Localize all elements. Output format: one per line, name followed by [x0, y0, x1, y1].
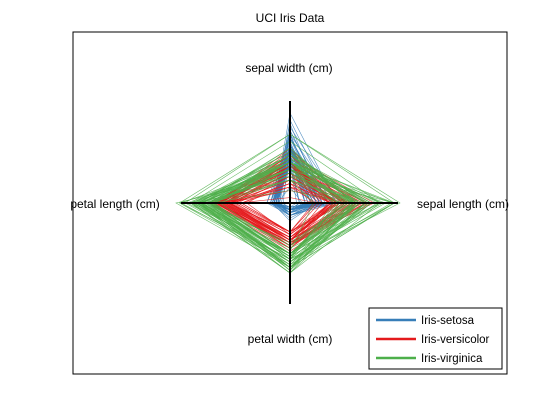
legend: Iris-setosa Iris-versicolor Iris-virgini… [368, 307, 503, 370]
axes-cross [181, 101, 398, 304]
legend-label-versicolor: Iris-versicolor [421, 334, 490, 346]
axis-label-petal-width: petal width (cm) [248, 332, 333, 346]
axis-label-sepal-length: sepal length (cm) [417, 197, 509, 211]
legend-label-setosa: Iris-setosa [421, 315, 475, 327]
axis-label-sepal-width: sepal width (cm) [245, 61, 332, 75]
axis-label-petal-length: petal length (cm) [70, 197, 159, 211]
legend-label-virginica: Iris-virginica [421, 353, 483, 365]
chart-title: UCI Iris Data [256, 11, 325, 25]
